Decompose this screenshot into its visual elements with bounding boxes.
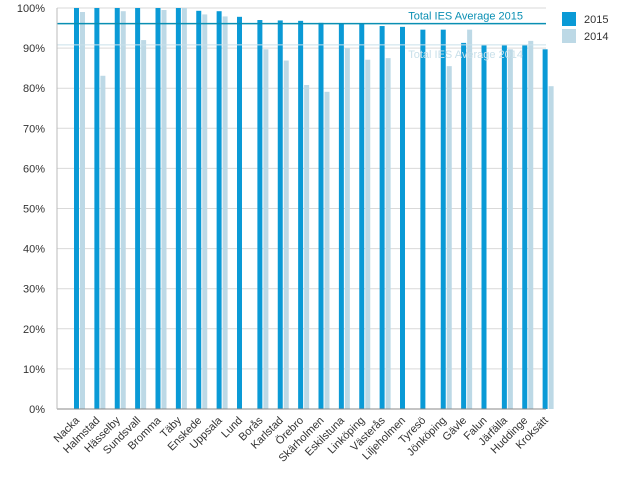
legend-label-2015[interactable]: 2015 — [584, 14, 608, 26]
y-tick-label: 30% — [23, 284, 45, 296]
legend-swatch-2014[interactable] — [562, 29, 576, 43]
y-tick-label: 90% — [23, 43, 45, 55]
bar-2014 — [385, 58, 391, 409]
bar-2014 — [161, 10, 167, 409]
bar-2015 — [175, 8, 181, 409]
legend-swatch-2015[interactable] — [562, 12, 576, 26]
reference-lines: Total IES Average 2015 Total IES Average … — [57, 11, 546, 61]
bar-2014 — [141, 40, 147, 410]
y-tick-label: 10% — [23, 364, 45, 376]
bar-2015 — [501, 45, 507, 409]
bar-2015 — [135, 8, 141, 409]
y-tick-label: 20% — [23, 324, 45, 336]
y-tick-label: 100% — [17, 3, 45, 15]
y-tick-label: 70% — [23, 123, 45, 135]
bar-2015 — [481, 45, 487, 409]
bar-2015 — [74, 8, 79, 409]
y-tick-label: 50% — [23, 204, 45, 216]
bar-2014 — [324, 91, 330, 410]
x-tick-label: Gävle — [440, 415, 469, 444]
bars — [74, 8, 554, 410]
bar-2015 — [440, 29, 446, 410]
bar-2015 — [196, 10, 202, 409]
bar-2015 — [338, 23, 344, 409]
bar-2015 — [318, 22, 324, 409]
bar-2014 — [528, 40, 534, 410]
bar-2015 — [237, 16, 242, 410]
bar-2015 — [94, 8, 100, 409]
bar-2014 — [467, 29, 473, 410]
bar-2014 — [263, 49, 269, 409]
bar-2014 — [507, 49, 513, 409]
bar-2014 — [304, 84, 310, 409]
bar-2015 — [216, 11, 222, 409]
bar-2014 — [202, 14, 208, 409]
reference-line-label: Total IES Average 2015 — [408, 11, 523, 23]
y-tick-label: 40% — [23, 244, 45, 256]
y-tick-label: 60% — [23, 163, 45, 175]
bar-2015 — [155, 8, 161, 409]
bar-2015 — [257, 20, 263, 410]
bar-2015 — [542, 49, 548, 409]
bar-2015 — [522, 45, 528, 409]
bar-2014 — [181, 8, 187, 409]
bar-2015 — [114, 8, 120, 409]
bar-2015 — [379, 26, 385, 409]
bar-2014 — [548, 86, 554, 409]
y-tick-label: 0% — [29, 404, 45, 416]
bar-2015 — [298, 20, 304, 409]
bar-2015 — [277, 20, 283, 409]
y-tick-label: 80% — [23, 83, 45, 95]
bar-2015 — [420, 29, 426, 410]
reference-line-label: Total IES Average 2014 — [408, 49, 523, 61]
bar-2015 — [461, 42, 467, 410]
bar-2014 — [365, 59, 371, 409]
legend-label-2014[interactable]: 2014 — [584, 31, 608, 43]
bar-2014 — [222, 16, 228, 410]
bar-2014 — [120, 11, 126, 409]
bar-2014 — [344, 48, 350, 409]
bar-2014 — [80, 12, 85, 409]
bar-2014 — [100, 75, 106, 410]
bar-2014 — [446, 66, 452, 410]
bar-2015 — [359, 24, 365, 409]
bar-2015 — [400, 26, 405, 410]
legend[interactable]: 2015 2014 — [562, 12, 608, 43]
bar-2014 — [283, 60, 289, 409]
